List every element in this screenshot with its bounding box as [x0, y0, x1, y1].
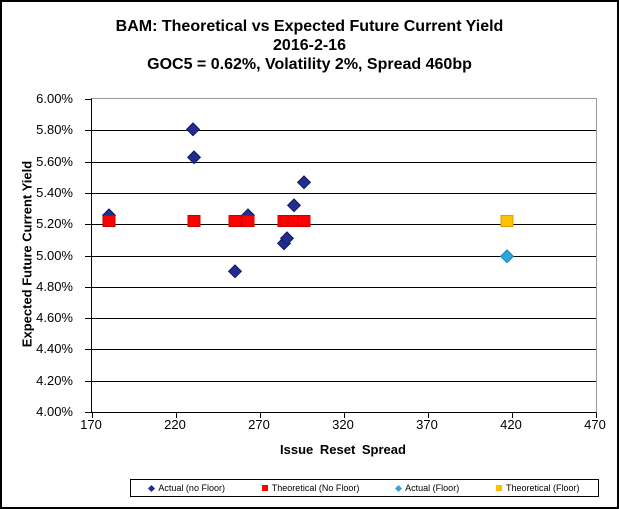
y-axis-tick	[85, 99, 91, 100]
x-axis-tick-label: 220	[164, 417, 186, 432]
y-axis-tick-label: 4.60%	[36, 310, 73, 326]
y-axis-tick-label: 4.00%	[36, 404, 73, 419]
chart-title: BAM: Theoretical vs Expected Future Curr…	[2, 17, 617, 74]
x-axis-tick-label: 170	[80, 417, 102, 432]
data-point-square	[228, 215, 242, 228]
x-axis-tick	[344, 413, 345, 418]
gridline	[92, 255, 596, 257]
y-axis-tick	[85, 130, 91, 132]
data-point-square	[187, 215, 201, 228]
legend-label: Actual (Floor)	[405, 483, 460, 493]
y-axis-tick-labels: 6.00% 5.80% 5.60% 5.40% 5.20% 5.00% 4.80% 4.60%…	[2, 91, 82, 419]
y-axis-tick	[85, 224, 91, 226]
legend-diamond-icon	[148, 484, 156, 492]
x-axis-title: Issue Reset Spread	[280, 442, 406, 457]
legend-square-icon	[496, 485, 503, 491]
y-axis-tick-label: 5.40%	[36, 184, 73, 200]
data-point-diamond	[228, 264, 242, 278]
y-axis-tick	[85, 161, 91, 163]
x-axis-tick	[428, 413, 429, 418]
legend-label: Actual (no Floor)	[158, 483, 225, 493]
chart-title-line-2: 2016-2-16	[273, 37, 346, 54]
x-axis-tick-label: 420	[500, 417, 522, 432]
legend-item: Theoretical (No Floor)	[261, 483, 360, 493]
y-axis-tick-label: 5.60%	[36, 153, 73, 169]
y-axis-tick-label: 6.00%	[36, 91, 73, 106]
gridline	[92, 286, 596, 288]
y-axis-tick-label: 5.20%	[36, 216, 73, 232]
data-point-diamond	[186, 122, 200, 136]
y-axis-tick-label: 5.80%	[36, 122, 73, 138]
plot-area	[85, 98, 597, 418]
y-axis-tick	[85, 192, 91, 194]
y-axis-tick-label: 4.20%	[36, 372, 73, 388]
data-point-square	[102, 215, 116, 228]
data-point-square	[500, 215, 514, 228]
gridline	[92, 192, 596, 194]
x-axis-tick-label: 370	[416, 417, 438, 432]
y-axis-tick	[85, 318, 91, 320]
y-axis-tick-label: 5.00%	[36, 247, 73, 263]
x-axis-tick-label: 470	[584, 417, 606, 432]
y-axis-tick	[85, 255, 91, 257]
legend-label: Theoretical (Floor)	[506, 483, 580, 493]
legend-square-icon	[261, 485, 268, 491]
gridline	[92, 349, 596, 351]
legend-diamond-icon	[395, 484, 403, 492]
x-axis-tick	[92, 413, 93, 418]
data-point-square	[297, 215, 311, 228]
x-axis-tick	[596, 413, 597, 418]
gridline	[92, 224, 596, 226]
gridline	[92, 318, 596, 320]
y-axis-tick	[85, 349, 91, 351]
gridline	[92, 380, 596, 382]
data-point-diamond	[500, 248, 514, 263]
data-point-diamond	[286, 198, 301, 213]
x-axis-tick-label: 270	[248, 417, 270, 432]
y-axis-tick-label: 4.80%	[36, 278, 73, 294]
y-axis-tick	[85, 380, 91, 382]
legend-label: Theoretical (No Floor)	[271, 483, 360, 493]
legend-item: Actual (no Floor)	[148, 483, 225, 493]
chart-title-line-3: GOC5 = 0.62%, Volatility 2%, Spread 460b…	[147, 56, 472, 73]
gridline	[92, 161, 596, 163]
data-point-diamond	[296, 175, 311, 189]
gridline	[92, 130, 596, 132]
x-axis-tick	[260, 413, 261, 418]
legend: Actual (no Floor) Theoretical (No Floor) A…	[130, 479, 599, 497]
data-point-square	[287, 215, 301, 228]
legend-item: Theoretical (Floor)	[496, 483, 580, 493]
y-axis-tick	[85, 412, 91, 413]
legend-item: Actual (Floor)	[395, 483, 460, 493]
x-axis-tick	[176, 413, 177, 418]
data-point-square	[241, 215, 255, 228]
x-axis-tick	[512, 413, 513, 418]
y-axis-tick	[85, 286, 91, 288]
x-axis-tick-label: 320	[332, 417, 354, 432]
chart-title-line-1: BAM: Theoretical vs Expected Future Curr…	[115, 18, 504, 35]
y-axis-tick-label: 4.40%	[36, 341, 73, 357]
